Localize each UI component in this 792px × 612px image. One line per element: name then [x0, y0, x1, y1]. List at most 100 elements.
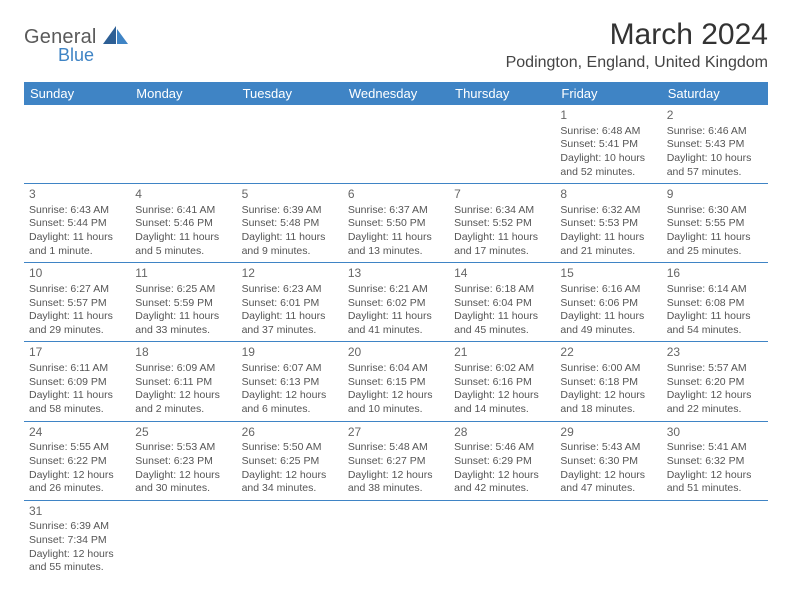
day-number: 14	[454, 266, 550, 282]
calendar-body: 1Sunrise: 6:48 AMSunset: 5:41 PMDaylight…	[24, 105, 768, 579]
sunset-line: Sunset: 6:16 PM	[454, 376, 550, 390]
sunrise-line: Sunrise: 6:23 AM	[242, 283, 338, 297]
month-title: March 2024	[506, 18, 768, 52]
sunset-line: Sunset: 6:25 PM	[242, 455, 338, 469]
sunset-line: Sunset: 5:50 PM	[348, 217, 444, 231]
sunrise-line: Sunrise: 6:46 AM	[667, 125, 763, 139]
daylight-line: Daylight: 12 hours and 51 minutes.	[667, 469, 763, 496]
calendar-day: 18Sunrise: 6:09 AMSunset: 6:11 PMDayligh…	[130, 342, 236, 421]
sunset-line: Sunset: 6:27 PM	[348, 455, 444, 469]
daylight-line: Daylight: 12 hours and 14 minutes.	[454, 389, 550, 416]
sunrise-line: Sunrise: 6:09 AM	[135, 362, 231, 376]
calendar-day: 7Sunrise: 6:34 AMSunset: 5:52 PMDaylight…	[449, 184, 555, 263]
sunrise-line: Sunrise: 5:43 AM	[560, 441, 656, 455]
daylight-line: Daylight: 10 hours and 52 minutes.	[560, 152, 656, 179]
calendar-day: 27Sunrise: 5:48 AMSunset: 6:27 PMDayligh…	[343, 421, 449, 500]
daylight-line: Daylight: 11 hours and 45 minutes.	[454, 310, 550, 337]
calendar-empty	[237, 500, 343, 579]
calendar-empty	[343, 105, 449, 184]
daylight-line: Daylight: 11 hours and 33 minutes.	[135, 310, 231, 337]
daylight-line: Daylight: 12 hours and 38 minutes.	[348, 469, 444, 496]
sunrise-line: Sunrise: 6:30 AM	[667, 204, 763, 218]
calendar-day: 4Sunrise: 6:41 AMSunset: 5:46 PMDaylight…	[130, 184, 236, 263]
sunrise-line: Sunrise: 6:37 AM	[348, 204, 444, 218]
weekday-header: Tuesday	[237, 82, 343, 105]
sail-icon	[103, 26, 129, 51]
sunset-line: Sunset: 5:48 PM	[242, 217, 338, 231]
calendar-day: 29Sunrise: 5:43 AMSunset: 6:30 PMDayligh…	[555, 421, 661, 500]
calendar-day: 25Sunrise: 5:53 AMSunset: 6:23 PMDayligh…	[130, 421, 236, 500]
calendar-day: 26Sunrise: 5:50 AMSunset: 6:25 PMDayligh…	[237, 421, 343, 500]
sunrise-line: Sunrise: 6:14 AM	[667, 283, 763, 297]
daylight-line: Daylight: 12 hours and 47 minutes.	[560, 469, 656, 496]
weekday-header: Wednesday	[343, 82, 449, 105]
calendar-day: 21Sunrise: 6:02 AMSunset: 6:16 PMDayligh…	[449, 342, 555, 421]
daylight-line: Daylight: 11 hours and 13 minutes.	[348, 231, 444, 258]
sunset-line: Sunset: 5:43 PM	[667, 138, 763, 152]
day-number: 25	[135, 425, 231, 441]
daylight-line: Daylight: 11 hours and 49 minutes.	[560, 310, 656, 337]
day-number: 13	[348, 266, 444, 282]
daylight-line: Daylight: 12 hours and 2 minutes.	[135, 389, 231, 416]
weekday-header: Thursday	[449, 82, 555, 105]
day-number: 31	[29, 504, 125, 520]
title-block: March 2024 Podington, England, United Ki…	[506, 18, 768, 72]
sunset-line: Sunset: 6:18 PM	[560, 376, 656, 390]
header: General Blue March 2024 Podington, Engla…	[24, 18, 768, 72]
sunset-line: Sunset: 7:34 PM	[29, 534, 125, 548]
calendar-day: 15Sunrise: 6:16 AMSunset: 6:06 PMDayligh…	[555, 263, 661, 342]
calendar-day: 3Sunrise: 6:43 AMSunset: 5:44 PMDaylight…	[24, 184, 130, 263]
sunset-line: Sunset: 5:55 PM	[667, 217, 763, 231]
location: Podington, England, United Kingdom	[506, 54, 768, 72]
daylight-line: Daylight: 11 hours and 41 minutes.	[348, 310, 444, 337]
sunset-line: Sunset: 5:53 PM	[560, 217, 656, 231]
calendar-week: 31Sunrise: 6:39 AMSunset: 7:34 PMDayligh…	[24, 500, 768, 579]
calendar-empty	[130, 500, 236, 579]
daylight-line: Daylight: 12 hours and 42 minutes.	[454, 469, 550, 496]
daylight-line: Daylight: 12 hours and 18 minutes.	[560, 389, 656, 416]
daylight-line: Daylight: 11 hours and 29 minutes.	[29, 310, 125, 337]
day-number: 2	[667, 108, 763, 124]
sunset-line: Sunset: 5:41 PM	[560, 138, 656, 152]
calendar-empty	[449, 105, 555, 184]
sunrise-line: Sunrise: 6:43 AM	[29, 204, 125, 218]
daylight-line: Daylight: 12 hours and 22 minutes.	[667, 389, 763, 416]
sunset-line: Sunset: 6:29 PM	[454, 455, 550, 469]
calendar-day: 11Sunrise: 6:25 AMSunset: 5:59 PMDayligh…	[130, 263, 236, 342]
sunrise-line: Sunrise: 6:18 AM	[454, 283, 550, 297]
sunrise-line: Sunrise: 5:41 AM	[667, 441, 763, 455]
calendar-day: 12Sunrise: 6:23 AMSunset: 6:01 PMDayligh…	[237, 263, 343, 342]
day-number: 22	[560, 345, 656, 361]
day-number: 15	[560, 266, 656, 282]
sunset-line: Sunset: 6:15 PM	[348, 376, 444, 390]
sunset-line: Sunset: 6:22 PM	[29, 455, 125, 469]
sunrise-line: Sunrise: 5:57 AM	[667, 362, 763, 376]
sunrise-line: Sunrise: 6:34 AM	[454, 204, 550, 218]
logo: General Blue	[24, 26, 129, 66]
calendar-day: 14Sunrise: 6:18 AMSunset: 6:04 PMDayligh…	[449, 263, 555, 342]
calendar-table: SundayMondayTuesdayWednesdayThursdayFrid…	[24, 82, 768, 579]
sunset-line: Sunset: 6:01 PM	[242, 297, 338, 311]
daylight-line: Daylight: 11 hours and 37 minutes.	[242, 310, 338, 337]
sunset-line: Sunset: 6:13 PM	[242, 376, 338, 390]
day-number: 16	[667, 266, 763, 282]
sunset-line: Sunset: 6:08 PM	[667, 297, 763, 311]
sunrise-line: Sunrise: 5:50 AM	[242, 441, 338, 455]
daylight-line: Daylight: 12 hours and 10 minutes.	[348, 389, 444, 416]
sunset-line: Sunset: 6:04 PM	[454, 297, 550, 311]
day-number: 23	[667, 345, 763, 361]
day-number: 4	[135, 187, 231, 203]
sunrise-line: Sunrise: 5:55 AM	[29, 441, 125, 455]
day-number: 28	[454, 425, 550, 441]
daylight-line: Daylight: 10 hours and 57 minutes.	[667, 152, 763, 179]
calendar-empty	[24, 105, 130, 184]
sunset-line: Sunset: 6:30 PM	[560, 455, 656, 469]
calendar-week: 1Sunrise: 6:48 AMSunset: 5:41 PMDaylight…	[24, 105, 768, 184]
weekday-header: Monday	[130, 82, 236, 105]
sunrise-line: Sunrise: 6:25 AM	[135, 283, 231, 297]
sunrise-line: Sunrise: 6:11 AM	[29, 362, 125, 376]
sunrise-line: Sunrise: 6:16 AM	[560, 283, 656, 297]
day-number: 19	[242, 345, 338, 361]
weekday-header: Sunday	[24, 82, 130, 105]
calendar-empty	[449, 500, 555, 579]
